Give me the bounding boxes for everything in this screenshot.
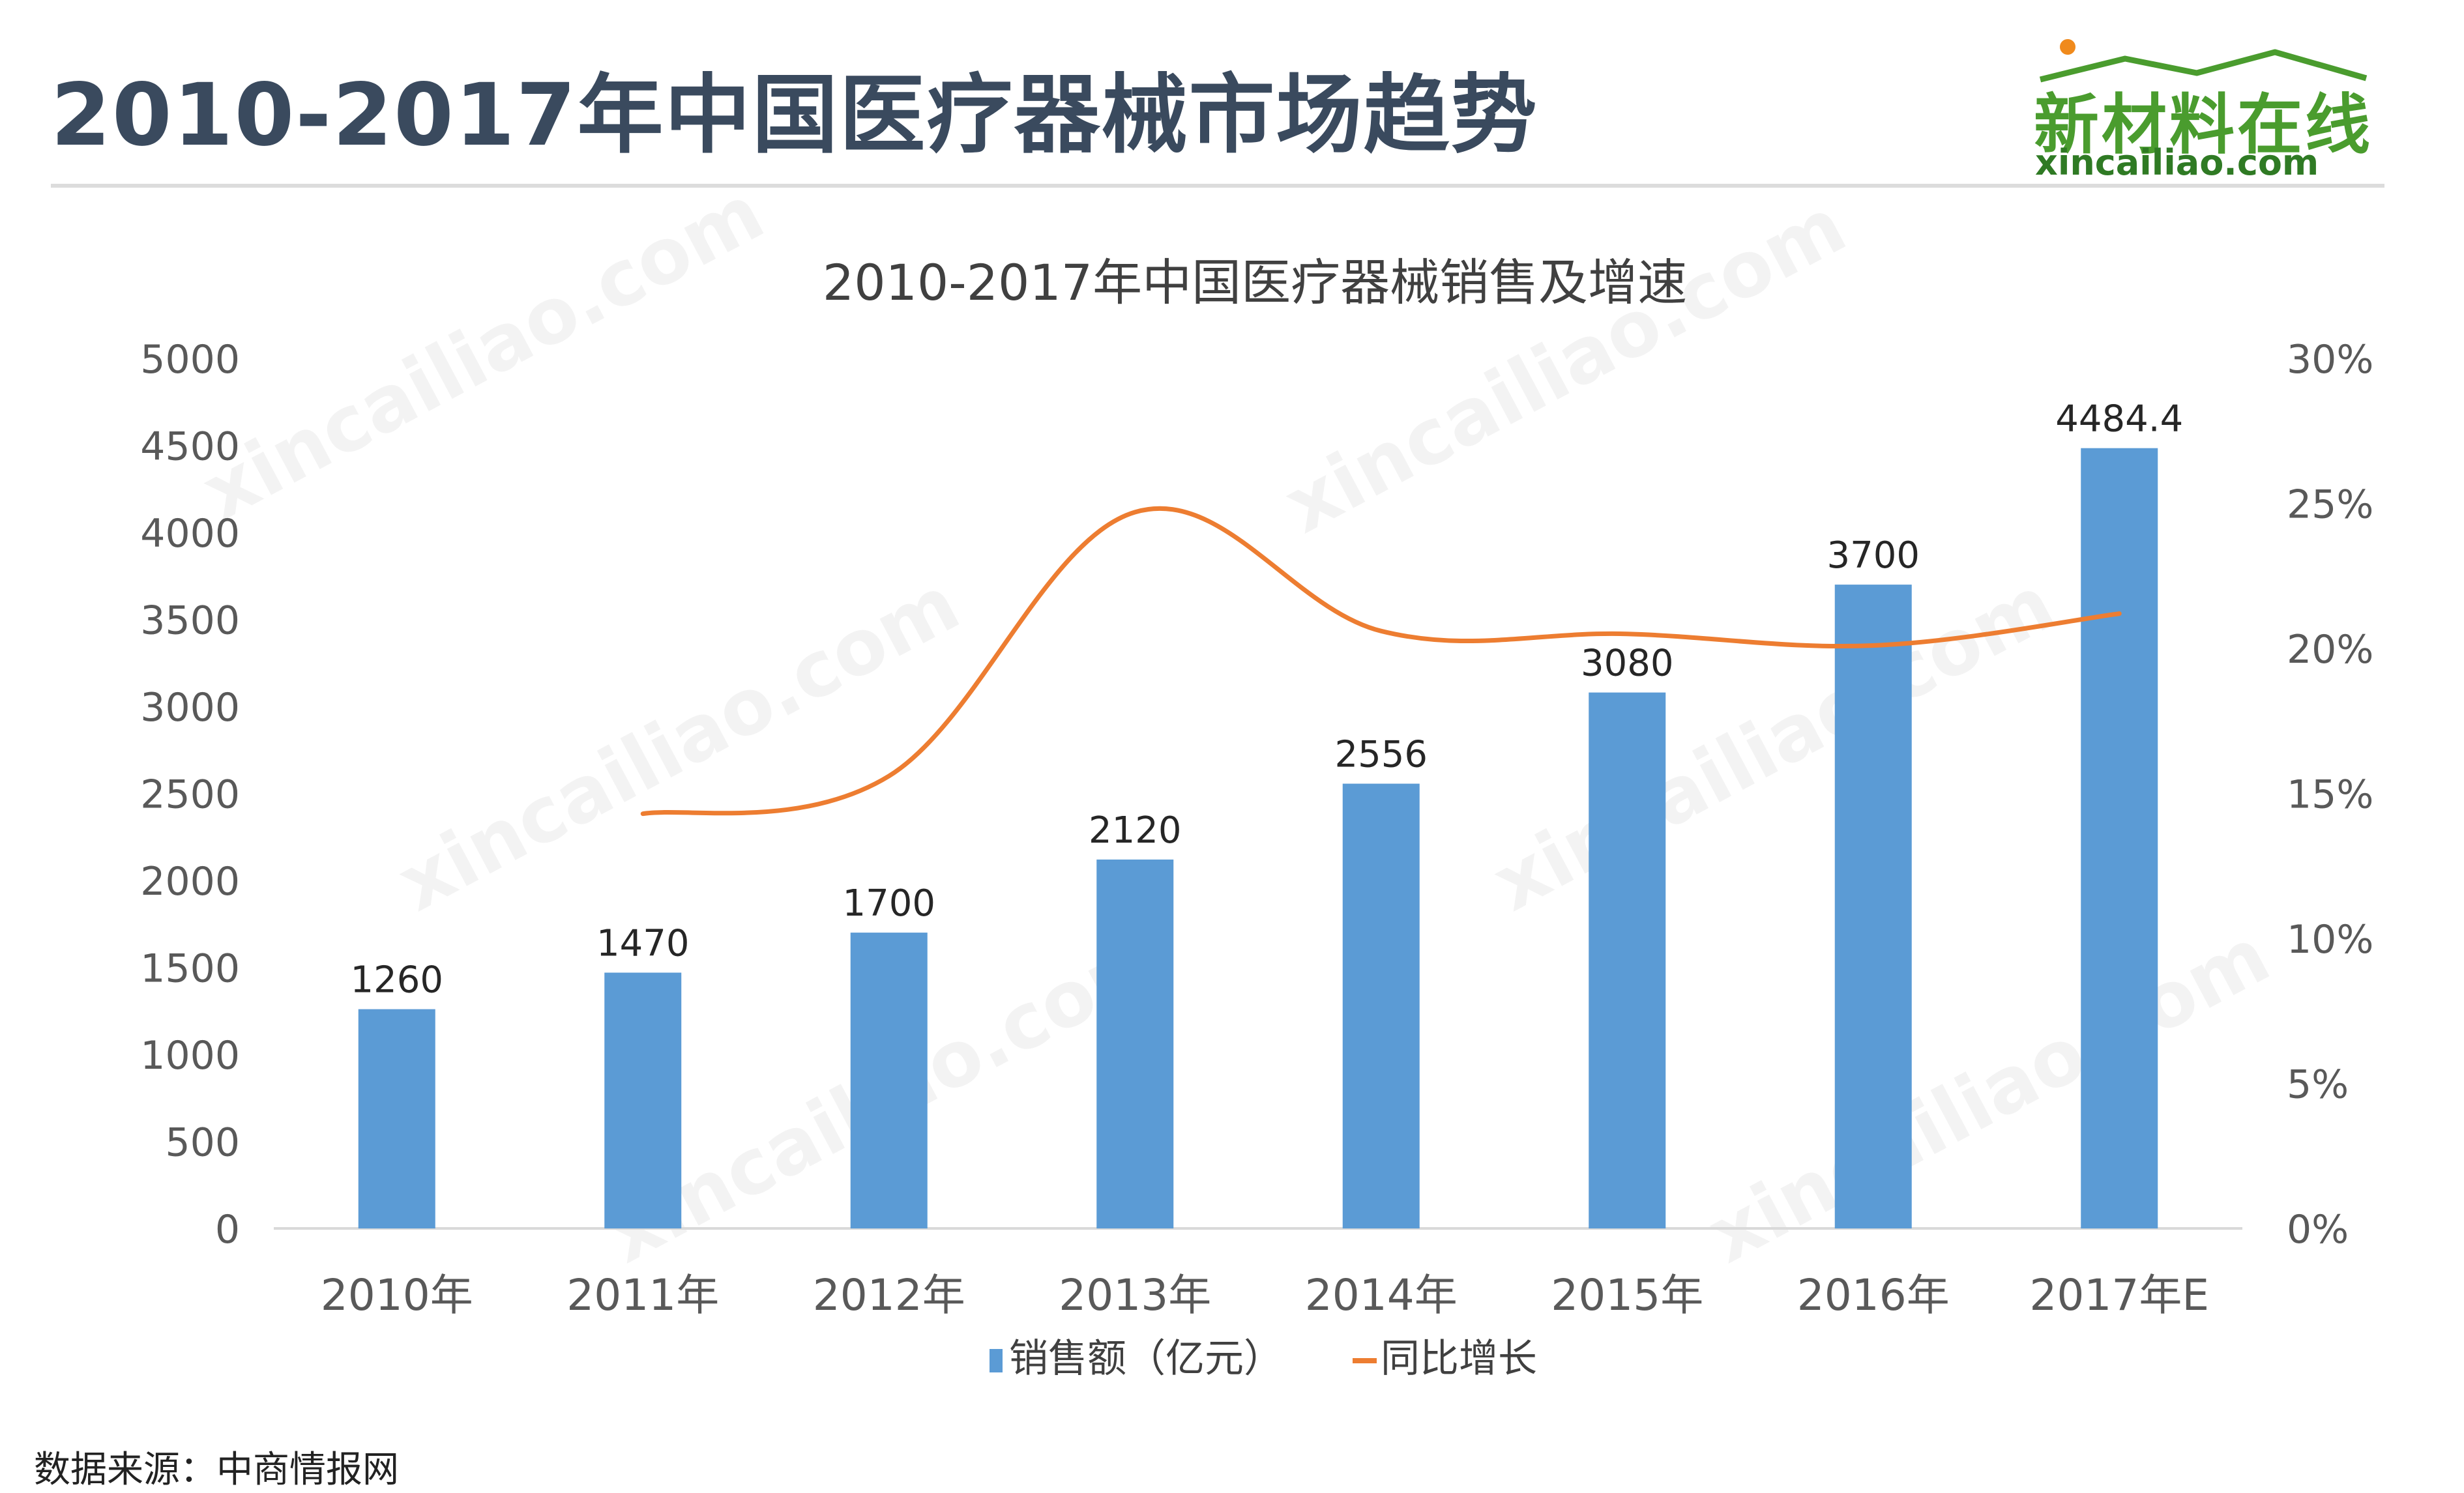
x-axis-tick-label: 2013年 xyxy=(1059,1270,1211,1320)
bar-data-label: 3080 xyxy=(1581,643,1674,685)
x-axis-tick-label: 2017年E xyxy=(2029,1270,2209,1320)
legend-bar-label: 销售额（亿元） xyxy=(1009,1336,1283,1382)
x-axis: 2010年 2011年 2012年 2013年 2014年 2015年 2016年 2017年… xyxy=(321,1270,2209,1320)
chart-title: 2010-2017年中国医疗器械销售及增速 xyxy=(823,254,1687,312)
watermark-text: xincailiao.com xyxy=(1270,180,1859,550)
bar-data-label: 2556 xyxy=(1334,734,1428,776)
bar-data-label: 4484.4 xyxy=(2055,398,2183,441)
bar xyxy=(1835,585,1912,1228)
left-axis-tick-label: 1000 xyxy=(140,1033,240,1079)
right-axis-tick-label: 30% xyxy=(2287,337,2373,383)
x-axis-tick-label: 2011年 xyxy=(566,1270,719,1320)
left-axis-tick-label: 2000 xyxy=(140,859,240,905)
right-axis-tick-label: 25% xyxy=(2287,482,2373,528)
left-axis-tick-label: 2500 xyxy=(140,772,240,818)
right-axis-tick-label: 20% xyxy=(2287,627,2373,673)
legend: 销售额（亿元） 同比增长 xyxy=(990,1336,1537,1382)
bar-data-label: 1260 xyxy=(350,959,443,1002)
right-axis-tick-label: 10% xyxy=(2287,917,2373,963)
left-axis-tick-label: 500 xyxy=(165,1120,240,1166)
watermarks: xincailiao.com xincailiao.com xincailiao… xyxy=(188,167,2283,1280)
bar-data-label: 1700 xyxy=(842,882,935,925)
right-axis-tick-label: 15% xyxy=(2287,772,2373,818)
x-axis-tick-label: 2014年 xyxy=(1305,1270,1458,1320)
watermark-text: xincailiao.com xyxy=(1694,910,2283,1280)
left-axis-tick-label: 1500 xyxy=(140,946,240,992)
bar xyxy=(359,1009,435,1228)
bar xyxy=(604,973,681,1228)
right-axis-tick-label: 0% xyxy=(2287,1207,2349,1253)
legend-bar-swatch xyxy=(990,1349,1003,1372)
bar-data-label: 1470 xyxy=(596,923,690,965)
bar-data-label: 3700 xyxy=(1826,534,1920,577)
right-axis: 0% 5% 10% 15% 20% 25% 30% xyxy=(2287,337,2373,1253)
bar xyxy=(2081,448,2158,1228)
left-axis-tick-label: 4000 xyxy=(140,511,240,557)
watermark-text: xincailiao.com xyxy=(383,558,973,928)
bar xyxy=(1589,693,1665,1228)
bar-data-label: 2120 xyxy=(1089,809,1182,852)
x-axis-tick-label: 2012年 xyxy=(813,1270,965,1320)
legend-line-label: 同比增长 xyxy=(1381,1336,1537,1382)
left-axis-tick-label: 3000 xyxy=(140,685,240,731)
bar xyxy=(1343,784,1420,1228)
watermark-text: xincailiao.com xyxy=(188,167,777,537)
x-axis-tick-label: 2010年 xyxy=(321,1270,473,1320)
left-axis-tick-label: 0 xyxy=(215,1207,240,1253)
bar xyxy=(851,933,928,1228)
watermark-text: xincailiao.com xyxy=(1478,558,2068,928)
left-axis-tick-label: 3500 xyxy=(140,598,240,644)
left-axis-tick-label: 4500 xyxy=(140,424,240,470)
right-axis-tick-label: 5% xyxy=(2287,1062,2349,1108)
data-source-note: 数据来源：中商情报网 xyxy=(34,1440,399,1493)
x-axis-tick-label: 2016年 xyxy=(1797,1270,1950,1320)
bar xyxy=(1096,860,1173,1228)
left-axis-tick-label: 5000 xyxy=(140,337,240,383)
x-axis-tick-label: 2015年 xyxy=(1551,1270,1703,1320)
